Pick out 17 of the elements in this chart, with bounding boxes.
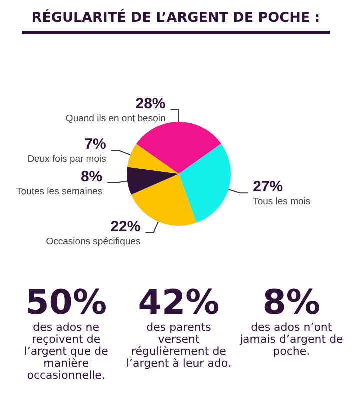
data-label: 8% [80, 168, 103, 186]
data-label: 7% [84, 136, 106, 154]
data-label: 28% [136, 96, 166, 112]
slice-label: Occasions spécifiques [46, 236, 141, 248]
data-label: 27% [253, 178, 284, 196]
slice-label: Quand ils en ont besoin [66, 114, 166, 124]
data-label: 22% [110, 218, 141, 236]
text: des ados ne reçoivent de l’argent que de manière occasionnelle. [23, 321, 110, 382]
text: 42% [137, 283, 221, 323]
slice-label: Deux fois par mois [28, 154, 107, 166]
text: des parents versent régulièrement de l’argent à leur ado. [126, 321, 232, 370]
text: des ados n’ont jamais d’argent de poche. [239, 321, 344, 358]
chart-title: RÉGULARITÉ DE L’ARGENT DE POCHE : [22, 10, 330, 34]
slice-label: Toutes les semaines [16, 186, 103, 198]
text: 50% [24, 283, 108, 323]
slice-label: Tous les mois [253, 196, 311, 208]
text: 8% [262, 283, 322, 323]
